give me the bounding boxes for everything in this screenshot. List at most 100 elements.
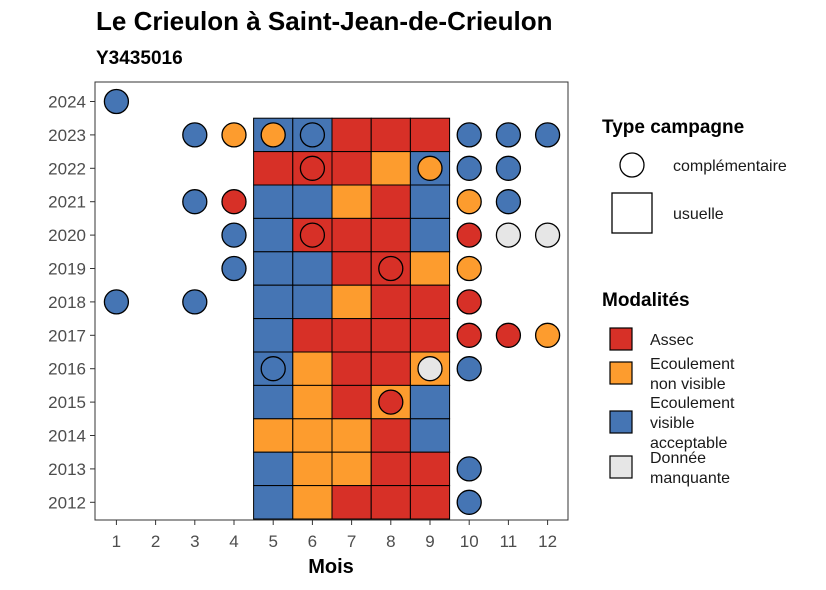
tile-2015-9 <box>409 384 451 420</box>
point-2017-10 <box>456 322 482 348</box>
point-2017-11 <box>495 322 522 348</box>
point-2023-4 <box>221 122 247 148</box>
x-axis-title: Mois <box>308 556 354 578</box>
point-2018-1 <box>103 289 130 315</box>
tile-2018-5 <box>253 284 294 320</box>
y-tick-label: 2016 <box>48 360 86 379</box>
tile-2014-6 <box>292 418 333 453</box>
tile-2013-9 <box>409 451 451 487</box>
point-2021-11 <box>495 189 522 215</box>
point-2024-1 <box>103 88 130 115</box>
x-tick-label: 9 <box>425 532 434 551</box>
legend-type-label-complementaire: complémentaire <box>673 158 787 175</box>
legend-key-3 <box>609 455 633 479</box>
tile-2014-5 <box>253 418 294 453</box>
complementaire-points <box>103 88 561 515</box>
y-tick-label: 2018 <box>48 293 86 312</box>
legend-label-line: Ecoulement <box>650 356 735 373</box>
y-tick-label: 2020 <box>48 226 86 245</box>
y-tick-label: 2023 <box>48 126 86 145</box>
tile-2020-7 <box>331 217 372 253</box>
y-tick-label: 2024 <box>48 93 86 112</box>
tile-2018-7 <box>331 284 372 320</box>
legend-label-line: Donnée <box>650 450 706 467</box>
tile-2021-8 <box>370 184 411 219</box>
point-2020-12 <box>534 222 561 248</box>
x-tick-label: 10 <box>460 532 479 551</box>
x-axis: 1 2 3 4 5 6 7 8 9 10 11 12 <box>112 520 557 551</box>
legend-key-1 <box>609 361 633 385</box>
tile-2012-7 <box>331 485 372 520</box>
legend-label-line: Assec <box>650 332 694 349</box>
x-tick-label: 4 <box>229 532 238 551</box>
legend-modalites-title: Modalités <box>602 290 690 311</box>
tile-2017-6 <box>292 318 333 353</box>
x-tick-label: 3 <box>190 532 199 551</box>
point-2016-10 <box>456 356 482 382</box>
point-2019-4 <box>221 255 247 282</box>
tile-2013-6 <box>292 451 333 487</box>
tile-2014-9 <box>409 418 451 453</box>
point-2021-10 <box>456 189 482 215</box>
point-2023-12 <box>534 122 561 148</box>
tile-2015-7 <box>331 384 372 420</box>
point-2022-10 <box>456 155 482 181</box>
point-2020-4 <box>221 222 247 248</box>
legend-circle-symbol <box>619 152 645 178</box>
tile-2012-8 <box>370 485 411 520</box>
point-2023-10 <box>456 122 482 148</box>
point-2016-5 <box>260 356 286 382</box>
plot-area <box>94 81 569 521</box>
tile-2012-5 <box>253 485 294 520</box>
tile-2019-9 <box>409 251 451 286</box>
x-tick-label: 5 <box>268 532 277 551</box>
point-2017-12 <box>534 322 561 348</box>
legend-modalites: Modalités Assec Ecoulement non visible Ecou… <box>602 290 735 487</box>
point-2023-5 <box>260 122 286 148</box>
point-2016-9 <box>417 356 443 382</box>
legend-key-0 <box>609 327 633 351</box>
y-tick-label: 2013 <box>48 460 86 479</box>
y-tick-label: 2015 <box>48 393 86 412</box>
tile-2018-9 <box>409 284 451 320</box>
chart-subtitle: Y3435016 <box>96 48 183 69</box>
tile-2017-7 <box>331 318 372 353</box>
tile-2016-8 <box>370 351 411 386</box>
legend-label-line: manquante <box>650 470 730 487</box>
legend-key-2 <box>609 410 633 434</box>
x-tick-label: 2 <box>151 532 160 551</box>
tile-2019-7 <box>331 251 372 286</box>
point-2023-11 <box>495 122 522 148</box>
point-2022-6 <box>299 155 326 181</box>
point-2021-3 <box>182 189 208 215</box>
tile-2012-9 <box>409 485 451 520</box>
x-tick-label: 12 <box>538 532 557 551</box>
tile-2020-9 <box>409 217 451 253</box>
tile-2016-6 <box>292 351 333 386</box>
x-tick-label: 6 <box>308 532 317 551</box>
tile-2015-5 <box>253 384 294 420</box>
tile-2019-6 <box>292 251 333 286</box>
x-tick-label: 8 <box>386 532 395 551</box>
tile-2014-8 <box>370 418 411 453</box>
tile-2013-5 <box>253 451 294 487</box>
point-2023-3 <box>182 122 208 148</box>
y-tick-label: 2017 <box>48 326 86 345</box>
point-2019-8 <box>378 255 404 282</box>
y-tick-label: 2022 <box>48 159 86 178</box>
legend-label-line: visible <box>650 415 695 432</box>
point-2012-10 <box>456 489 482 515</box>
tile-2016-7 <box>331 351 372 386</box>
x-tick-label: 11 <box>500 532 518 551</box>
point-2015-8 <box>378 389 404 415</box>
tile-2013-8 <box>370 451 411 487</box>
y-tick-label: 2012 <box>48 493 86 512</box>
tile-2017-9 <box>409 318 451 353</box>
tile-2022-8 <box>370 151 411 186</box>
legend-type-title: Type campagne <box>602 117 744 138</box>
tile-2023-8 <box>370 117 411 153</box>
tile-2017-5 <box>253 318 294 353</box>
point-2019-10 <box>456 255 482 282</box>
point-2018-10 <box>456 289 482 315</box>
